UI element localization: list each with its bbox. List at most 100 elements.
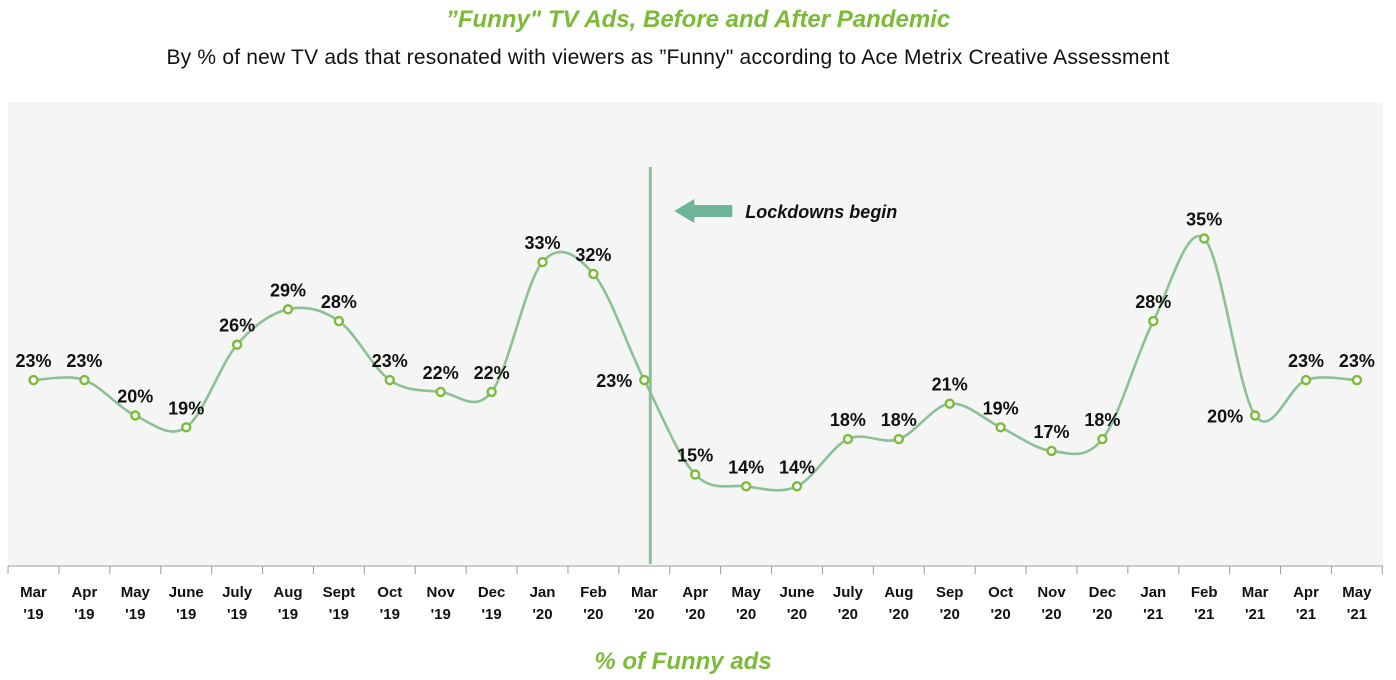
x-tick-label-month: Jan bbox=[530, 584, 556, 601]
data-point bbox=[231, 339, 243, 350]
x-tick-label-year: '20 bbox=[1092, 606, 1112, 623]
x-tick-label-year: '20 bbox=[685, 606, 705, 623]
plot-area bbox=[8, 102, 1383, 565]
data-point bbox=[1249, 410, 1261, 421]
data-point bbox=[588, 268, 599, 280]
x-tick-label-month: July bbox=[222, 584, 253, 601]
x-tick-label-month: Jan bbox=[1140, 584, 1166, 601]
x-tick-label-month: Feb bbox=[1191, 584, 1218, 601]
x-tick-label-month: Mar bbox=[631, 584, 658, 601]
line-chart: 23% 23% 20% 19% 26% 29% 28% 23% 22% 22% 33% 32% 23% 1… bbox=[7, 102, 1383, 623]
data-label: 18% bbox=[881, 410, 917, 430]
data-label: 23% bbox=[1339, 351, 1375, 371]
data-point bbox=[384, 374, 395, 386]
data-label: 22% bbox=[423, 363, 459, 383]
data-label: 32% bbox=[575, 245, 611, 265]
x-tick-label-year: '19 bbox=[176, 606, 196, 623]
x-tick-label-year: '19 bbox=[329, 606, 349, 623]
data-label: 28% bbox=[321, 292, 357, 312]
x-tick-label-month: Apr bbox=[71, 584, 97, 601]
x-tick-label-year: '21 bbox=[1143, 606, 1163, 623]
data-label: 23% bbox=[596, 371, 632, 391]
x-tick-label-year: '19 bbox=[23, 606, 43, 623]
data-point bbox=[28, 374, 39, 386]
x-tick-label-year: '20 bbox=[532, 606, 552, 623]
data-point bbox=[893, 433, 904, 445]
x-tick-label-month: Sept bbox=[323, 584, 356, 601]
x-tick-label-month: Mar bbox=[20, 584, 47, 601]
x-tick-label-month: Oct bbox=[377, 584, 402, 601]
data-label: 14% bbox=[779, 457, 815, 477]
x-tick-label-month: Nov bbox=[427, 584, 456, 601]
data-point bbox=[690, 469, 701, 480]
data-point bbox=[180, 422, 192, 433]
x-tick-label-month: Aug bbox=[884, 584, 913, 601]
data-point bbox=[639, 374, 650, 386]
data-point bbox=[1148, 315, 1159, 327]
chart-subtitle: By % of new TV ads that resonated with v… bbox=[166, 46, 1170, 69]
data-point bbox=[130, 410, 141, 421]
data-point bbox=[1046, 445, 1057, 457]
data-point bbox=[1198, 233, 1210, 244]
x-tick-label-month: July bbox=[833, 584, 864, 601]
x-tick-label-year: '20 bbox=[889, 606, 909, 623]
x-tick-label-month: Apr bbox=[682, 584, 708, 601]
data-label: 19% bbox=[983, 398, 1019, 418]
x-tick-label-year: '20 bbox=[583, 606, 603, 623]
data-point bbox=[1300, 374, 1312, 386]
data-point bbox=[435, 386, 446, 398]
data-point bbox=[1097, 433, 1108, 445]
x-tick-label-year: '19 bbox=[125, 606, 145, 623]
data-point bbox=[333, 315, 345, 327]
data-label: 23% bbox=[66, 351, 102, 371]
data-label: 15% bbox=[677, 446, 713, 466]
x-tick-label-year: '21 bbox=[1194, 606, 1214, 623]
annotation-arrow bbox=[674, 199, 733, 223]
data-label: 33% bbox=[524, 233, 560, 253]
data-point bbox=[282, 304, 294, 315]
x-tick-label-month: Apr bbox=[1293, 584, 1319, 601]
data-point bbox=[486, 386, 497, 398]
x-tick-label-year: '19 bbox=[278, 606, 298, 623]
data-label: 23% bbox=[1288, 351, 1324, 371]
x-tick-label-month: June bbox=[169, 584, 204, 601]
data-point bbox=[842, 433, 854, 445]
data-point bbox=[79, 374, 90, 386]
chart-title: ”Funny" TV Ads, Before and After Pandemi… bbox=[445, 6, 951, 33]
data-point bbox=[1351, 374, 1363, 386]
data-label: 20% bbox=[117, 387, 153, 407]
x-tick-label-month: Mar bbox=[1242, 584, 1269, 601]
data-label: 22% bbox=[474, 363, 510, 383]
data-label: 28% bbox=[1135, 292, 1171, 312]
x-tick-label-month: Aug bbox=[273, 584, 302, 601]
annotation-text: Lockdowns begin bbox=[745, 202, 897, 222]
data-label: 20% bbox=[1207, 407, 1243, 427]
x-tick-label-month: Dec bbox=[1089, 584, 1117, 601]
x-tick-label-year: '20 bbox=[990, 606, 1010, 623]
data-label: 17% bbox=[1033, 422, 1069, 442]
data-point bbox=[791, 481, 803, 492]
x-tick-label-year: '19 bbox=[74, 606, 94, 623]
x-tick-label-year: '19 bbox=[227, 606, 247, 623]
x-tick-label-month: Oct bbox=[988, 584, 1013, 601]
data-label: 18% bbox=[1084, 410, 1120, 430]
data-label: 29% bbox=[270, 280, 306, 300]
x-tick-label-year: '20 bbox=[940, 606, 960, 623]
x-tick-label-month: May bbox=[1342, 584, 1372, 601]
data-label: 35% bbox=[1186, 210, 1222, 230]
x-tick-label-year: '20 bbox=[1041, 606, 1061, 623]
data-point bbox=[740, 481, 752, 492]
x-tick-label-year: '20 bbox=[787, 606, 807, 623]
x-tick-label-month: Feb bbox=[580, 584, 607, 601]
x-tick-label-month: Sep bbox=[936, 584, 964, 601]
x-tick-label-month: May bbox=[732, 584, 762, 601]
data-label: 19% bbox=[168, 398, 204, 418]
x-tick-label-year: '21 bbox=[1245, 606, 1265, 623]
data-point bbox=[944, 398, 955, 409]
x-tick-label-month: May bbox=[121, 584, 151, 601]
data-label: 18% bbox=[830, 410, 866, 430]
x-tick-label-year: '20 bbox=[634, 606, 654, 623]
x-tick-label-year: '21 bbox=[1296, 606, 1316, 623]
data-point bbox=[995, 422, 1006, 433]
x-tick-label-year: '19 bbox=[380, 606, 400, 623]
